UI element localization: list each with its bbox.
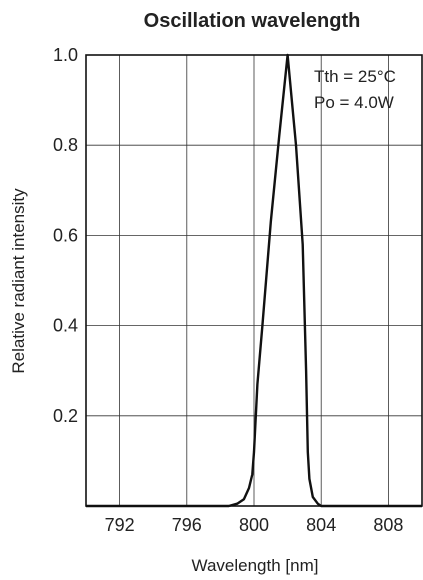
- y-tick-label: 1.0: [53, 45, 78, 65]
- x-tick-label: 808: [373, 515, 403, 535]
- threshold-temperature-annotation: Tth = 25°C: [314, 67, 396, 86]
- x-tick-label: 804: [306, 515, 336, 535]
- y-tick-label: 0.6: [53, 225, 78, 245]
- chart-title: Oscillation wavelength: [144, 10, 361, 32]
- x-tick-label: 796: [172, 515, 202, 535]
- y-tick-label: 0.2: [53, 406, 78, 426]
- x-tick-label: 792: [105, 515, 135, 535]
- intensity-curve: [86, 53, 422, 508]
- x-tick-labels: 792 796 800 804 808: [105, 515, 404, 535]
- x-tick-label: 800: [239, 515, 269, 535]
- plot-frame: [85, 54, 423, 507]
- y-axis-label: Relative radiant intensity: [9, 188, 28, 374]
- y-tick-labels: 0.2 0.4 0.6 0.8 1.0: [53, 45, 78, 426]
- x-axis-label: Wavelength [nm]: [192, 556, 319, 575]
- power-output-annotation: Po = 4.0W: [314, 93, 394, 112]
- y-tick-label: 0.8: [53, 135, 78, 155]
- y-tick-label: 0.4: [53, 316, 78, 336]
